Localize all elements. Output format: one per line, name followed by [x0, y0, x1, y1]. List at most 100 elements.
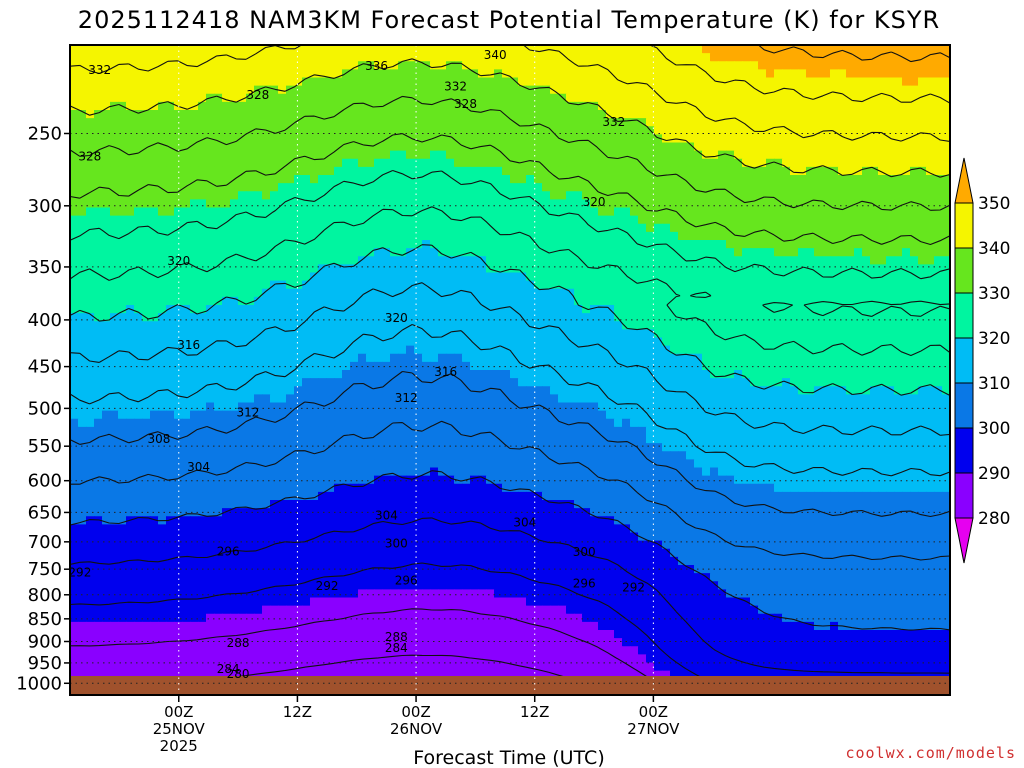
band-cell: [118, 134, 127, 144]
band-cell: [790, 142, 799, 152]
band-cell: [766, 321, 775, 330]
band-cell: [630, 223, 639, 233]
band-cell: [646, 264, 655, 274]
band-cell: [510, 370, 519, 379]
band-cell: [854, 158, 863, 168]
band-cell: [590, 191, 599, 200]
band-cell: [654, 101, 663, 111]
band-cell: [870, 61, 879, 70]
band-cell: [542, 166, 551, 176]
band-cell: [478, 361, 487, 371]
band-cell: [246, 126, 255, 135]
band-cell: [806, 321, 815, 330]
band-cell: [702, 240, 711, 249]
band-cell: [310, 158, 319, 168]
band-cell: [374, 272, 383, 282]
band-cell: [270, 150, 279, 160]
band-cell: [158, 166, 167, 176]
band-cell: [926, 288, 935, 298]
band-cell: [326, 175, 335, 184]
band-cell: [710, 77, 719, 87]
band-cell: [846, 215, 855, 225]
band-cell: [646, 223, 655, 233]
band-cell: [134, 158, 143, 168]
band-cell: [694, 61, 703, 70]
band-cell: [870, 394, 879, 404]
band-cell: [78, 280, 87, 290]
band-cell: [350, 191, 359, 200]
band-cell: [790, 329, 799, 339]
band-cell: [670, 386, 679, 395]
band-cell: [342, 183, 351, 192]
band-cell: [270, 378, 279, 387]
band-cell: [94, 231, 103, 241]
band-cell: [758, 296, 767, 306]
band-cell: [214, 134, 223, 144]
band-cell: [718, 321, 727, 330]
band-cell: [230, 321, 239, 330]
band-cell: [278, 85, 287, 95]
band-cell: [574, 353, 583, 363]
band-cell: [654, 353, 663, 363]
band-cell: [718, 345, 727, 355]
band-cell: [542, 240, 551, 249]
band-cell: [622, 101, 631, 111]
band-cell: [118, 158, 127, 168]
band-cell: [526, 191, 535, 200]
band-cell: [190, 215, 199, 225]
band-cell: [382, 248, 391, 257]
band-cell: [566, 353, 575, 363]
band-cell: [118, 231, 127, 241]
band-cell: [350, 345, 359, 355]
band-cell: [942, 215, 950, 225]
band-cell: [422, 215, 431, 225]
band-cell: [462, 183, 471, 192]
band-cell: [542, 223, 551, 233]
band-cell: [398, 313, 407, 322]
band-cell: [126, 45, 135, 54]
band-cell: [902, 126, 911, 135]
band-cell: [726, 101, 735, 111]
band-cell: [662, 175, 671, 184]
band-cell: [790, 256, 799, 265]
band-cell: [646, 207, 655, 217]
band-cell: [126, 77, 135, 87]
band-cell: [910, 288, 919, 298]
band-cell: [382, 77, 391, 87]
band-cell: [750, 394, 759, 404]
band-cell: [78, 126, 87, 135]
band-cell: [278, 150, 287, 160]
band-cell: [214, 231, 223, 241]
band-cell: [862, 402, 871, 412]
band-cell: [726, 166, 735, 176]
band-cell: [78, 77, 87, 87]
band-cell: [102, 126, 111, 135]
band-cell: [510, 305, 519, 314]
band-cell: [606, 166, 615, 176]
band-cell: [310, 53, 319, 62]
band-cell: [822, 142, 831, 152]
band-cell: [150, 134, 159, 144]
band-cell: [342, 207, 351, 217]
band-cell: [366, 93, 375, 103]
band-cell: [230, 126, 239, 135]
band-cell: [390, 272, 399, 282]
band-cell: [246, 191, 255, 200]
band-cell: [374, 370, 383, 379]
band-cell: [750, 134, 759, 144]
band-cell: [766, 85, 775, 95]
band-cell: [790, 101, 799, 111]
band-cell: [718, 361, 727, 371]
band-cell: [278, 329, 287, 339]
band-cell: [222, 199, 231, 209]
band-cell: [366, 378, 375, 387]
band-cell: [166, 280, 175, 290]
band-cell: [942, 142, 950, 152]
band-cell: [582, 264, 591, 274]
band-cell: [566, 329, 575, 339]
band-cell: [558, 134, 567, 144]
band-cell: [638, 370, 647, 379]
band-cell: [942, 93, 950, 103]
band-cell: [814, 264, 823, 274]
band-cell: [542, 231, 551, 241]
